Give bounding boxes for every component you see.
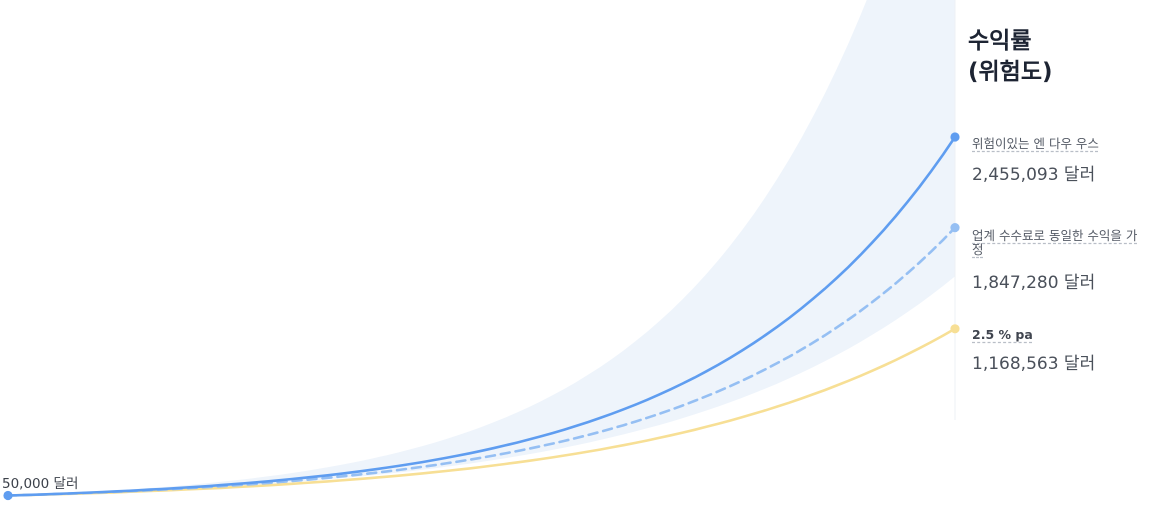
legend-entry-pa[interactable]: 2.5 % pa (972, 328, 1144, 342)
chart-title-line-1: 수익률 (968, 28, 1032, 54)
legend-entry-risk[interactable]: 위험이있는 엔 다우 우스 (972, 137, 1144, 151)
series-line-risk (6, 135, 957, 497)
start-point (3, 490, 13, 501)
end-value-pa: 1,168,563 달러 (972, 354, 1096, 374)
chart-title: 수익률 (위험도) (968, 26, 1138, 88)
legend-entry-fee[interactable]: 업계 수수료로 동일한 수익을 가정 (972, 229, 1144, 257)
end-value-risk: 2,455,093 달러 (972, 165, 1096, 185)
legend-label-pa: 2.5 % pa (972, 327, 1033, 342)
start-value-label: 50,000 달러 (2, 476, 79, 492)
end-point-fee (950, 223, 960, 233)
legend-label-risk: 위험이있는 엔 다우 우스 (972, 136, 1099, 151)
chart-title-line-2: (위험도) (968, 59, 1053, 85)
end-point-risk (950, 132, 960, 142)
uncertainty-band (8, 0, 955, 496)
legend-label-fee: 업계 수수료로 동일한 수익을 가정 (972, 228, 1138, 257)
end-point-pa (950, 324, 960, 334)
end-value-fee: 1,847,280 달러 (972, 273, 1096, 293)
